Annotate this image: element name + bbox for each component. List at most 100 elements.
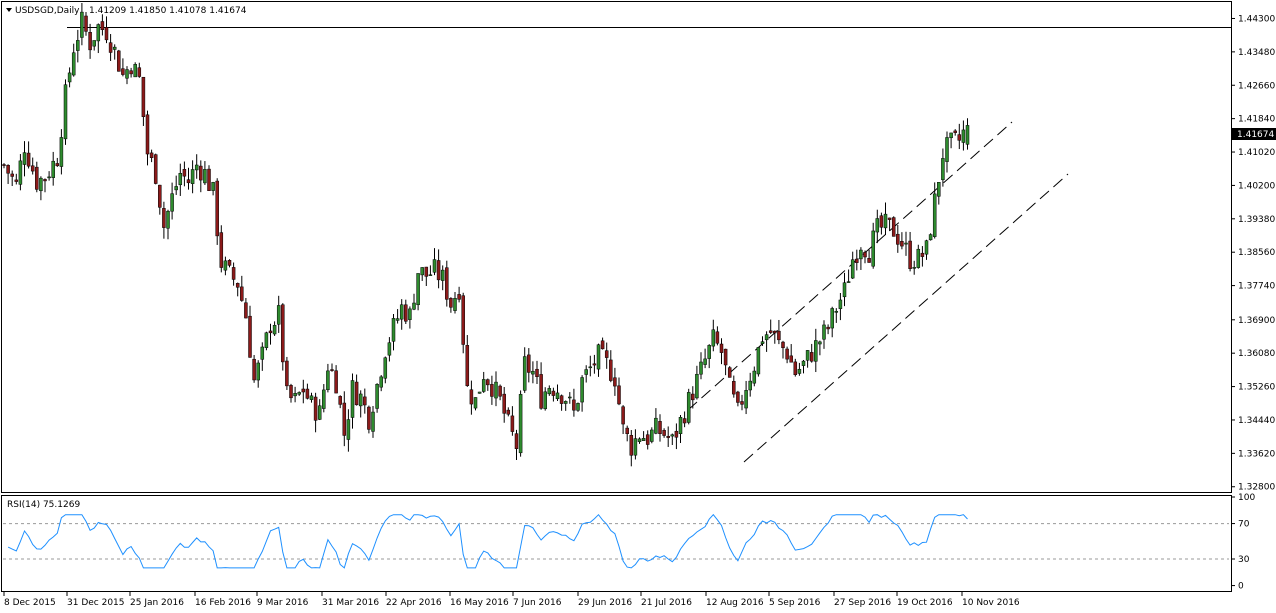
trend-channel[interactable] xyxy=(687,121,1069,463)
candle-body xyxy=(219,232,224,268)
candle-body xyxy=(535,368,539,378)
candle-body xyxy=(387,342,392,356)
candle-body xyxy=(203,169,207,184)
candle-body xyxy=(162,208,166,228)
candle-body xyxy=(494,381,498,399)
candle-body xyxy=(617,385,621,405)
candle-body xyxy=(18,160,23,185)
candle-body xyxy=(174,186,178,191)
candle-body xyxy=(453,298,457,311)
candle-body xyxy=(600,340,605,350)
triangle-down-icon[interactable] xyxy=(6,8,12,12)
candle-body xyxy=(883,213,888,229)
candle-body xyxy=(789,355,793,363)
candle-body xyxy=(719,343,724,353)
candle-body xyxy=(133,64,137,78)
candle-body xyxy=(539,374,543,409)
candle-body xyxy=(326,370,330,390)
candle-body xyxy=(801,360,806,366)
main-chart-panel[interactable] xyxy=(1,1,1232,493)
candle-body xyxy=(924,240,929,255)
candle-body xyxy=(760,341,765,344)
candle-body xyxy=(63,84,68,140)
candle-body xyxy=(568,396,572,399)
candle-body xyxy=(498,385,502,397)
candle-body xyxy=(723,348,728,366)
candle-body xyxy=(625,427,629,434)
candle-body xyxy=(457,294,461,300)
candle-body xyxy=(547,388,552,395)
candle-body xyxy=(178,173,183,186)
ohlc-values: 1.41209 1.41850 1.41078 1.41674 xyxy=(89,6,247,16)
candle-body xyxy=(932,193,937,237)
candle-body xyxy=(563,401,568,404)
y-tick-label: 1.40200 xyxy=(1238,181,1275,191)
candle-body xyxy=(604,350,609,358)
candle-body xyxy=(481,379,486,392)
candle-body xyxy=(416,273,420,306)
candle-body xyxy=(670,434,675,437)
candle-body xyxy=(30,165,35,172)
candle-body xyxy=(399,304,404,320)
candle-body xyxy=(334,370,338,394)
candle-body xyxy=(555,392,560,400)
candle-body xyxy=(96,24,101,42)
candle-body xyxy=(559,395,564,404)
x-tick-label: 9 Mar 2016 xyxy=(257,598,309,608)
candle-body xyxy=(584,369,588,375)
candle-body xyxy=(137,67,142,77)
candle-body xyxy=(350,380,355,418)
candle-body xyxy=(248,315,252,358)
candle-body xyxy=(838,299,843,309)
candle-body xyxy=(108,42,113,53)
candle-body xyxy=(367,406,371,430)
candle-body xyxy=(182,169,187,177)
candle-body xyxy=(863,252,867,258)
price-axis: 1.44300 1.43480 1.42660 1.41840 1.41020 1.402… xyxy=(1231,14,1275,493)
candle-body xyxy=(658,421,662,434)
candle-body xyxy=(330,369,334,371)
y-tick-label: 1.42660 xyxy=(1238,81,1275,91)
candle-body xyxy=(609,359,613,381)
candle-body xyxy=(633,438,638,456)
candle-body xyxy=(588,366,593,369)
candle-body xyxy=(855,258,859,263)
candle-body xyxy=(170,193,174,212)
candle-body xyxy=(100,21,105,30)
candle-body xyxy=(871,230,875,267)
candle-body xyxy=(945,137,949,162)
candle-body xyxy=(514,433,519,450)
candle-body xyxy=(211,182,215,191)
candle-body xyxy=(59,137,64,167)
candle-body xyxy=(35,166,39,190)
candle-body xyxy=(92,40,96,47)
candle-body xyxy=(473,397,478,409)
x-tick-label: 16 Feb 2016 xyxy=(195,598,251,608)
candle-body xyxy=(424,266,429,277)
candle-body xyxy=(732,381,736,395)
candle-body xyxy=(764,334,769,341)
candle-body xyxy=(408,308,412,320)
candle-body xyxy=(916,248,921,268)
candle-body xyxy=(650,429,654,442)
candle-body xyxy=(502,393,506,414)
candle-body xyxy=(47,176,51,179)
candle-body xyxy=(748,380,752,391)
candle-body xyxy=(736,391,740,403)
candle-body xyxy=(194,164,199,171)
candle-body xyxy=(215,180,219,237)
rsi-panel[interactable] xyxy=(1,495,1232,592)
candle-body xyxy=(297,392,301,395)
y-tick-label: 1.41020 xyxy=(1238,148,1275,158)
candle-body xyxy=(309,395,314,400)
candle-body xyxy=(937,182,941,197)
candle-body xyxy=(826,326,830,330)
candle-body xyxy=(486,379,490,386)
candle-body xyxy=(112,46,117,50)
candle-body xyxy=(904,242,908,245)
candle-body xyxy=(613,377,617,387)
x-tick-label: 10 Nov 2016 xyxy=(962,598,1020,608)
candle-body xyxy=(26,152,31,167)
candle-body xyxy=(879,215,884,228)
